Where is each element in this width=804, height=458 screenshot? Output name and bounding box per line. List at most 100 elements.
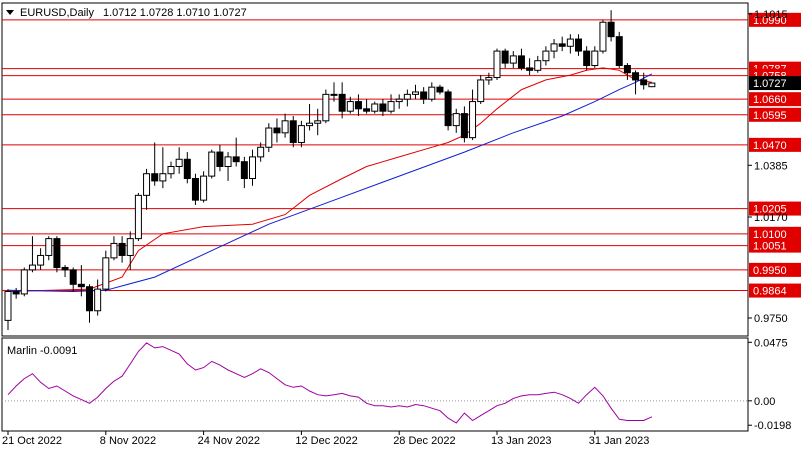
price-axis[interactable]: 1.1015 1.0385 1.0170 0.9750 1.0727 bbox=[748, 9, 801, 325]
candle-body-39 bbox=[322, 93, 330, 122]
candle-body-36 bbox=[297, 125, 305, 143]
candle-body-74 bbox=[607, 21, 615, 38]
collapse-arrow-icon[interactable] bbox=[6, 10, 14, 15]
level-tag-5 bbox=[749, 137, 801, 152]
candle-body-25 bbox=[208, 151, 216, 177]
level-label-9: 0.9950 bbox=[753, 265, 787, 277]
candle-body-24 bbox=[200, 175, 208, 201]
candle-body-51 bbox=[420, 91, 428, 100]
time-tick-label-2: 24 Nov 2022 bbox=[198, 435, 260, 447]
candle-body-58 bbox=[477, 79, 485, 103]
candle-body-6 bbox=[53, 238, 61, 268]
level-tag-3 bbox=[749, 92, 801, 107]
symbol-label: EURUSD,Daily bbox=[20, 7, 94, 19]
candle-body-48 bbox=[395, 98, 403, 103]
candle-body-4 bbox=[37, 254, 45, 266]
price-tick-label-0: 1.1015 bbox=[754, 9, 788, 21]
candle-body-5 bbox=[45, 238, 53, 256]
current-price-label: 1.0727 bbox=[753, 78, 787, 90]
candle-body-63 bbox=[517, 55, 525, 69]
candle-body-64 bbox=[526, 67, 534, 71]
level-tag-0 bbox=[749, 12, 801, 27]
candles bbox=[4, 10, 656, 330]
ma-slow-line bbox=[7, 73, 653, 293]
price-tick-label-2: 1.0170 bbox=[754, 212, 788, 224]
level-tag-8 bbox=[749, 238, 801, 253]
candle-body-41 bbox=[338, 93, 346, 112]
candle-body-29 bbox=[240, 161, 248, 180]
candle-body-53 bbox=[436, 86, 444, 93]
candle-body-56 bbox=[460, 113, 468, 139]
candle-body-75 bbox=[615, 36, 623, 67]
level-tag-7 bbox=[749, 226, 801, 241]
candle-body-40 bbox=[330, 93, 338, 96]
candle-body-19 bbox=[159, 173, 167, 182]
candle-body-54 bbox=[444, 91, 452, 127]
candle-body-37 bbox=[306, 122, 314, 127]
candle-body-7 bbox=[61, 266, 69, 271]
candle-body-57 bbox=[469, 101, 477, 139]
candle-body-65 bbox=[534, 60, 542, 71]
oscillator-panel[interactable] bbox=[1, 337, 749, 432]
ma-fast-line bbox=[7, 67, 652, 292]
level-tag-10 bbox=[749, 283, 801, 298]
level-label-3: 1.0660 bbox=[753, 94, 787, 106]
level-label-8: 1.0051 bbox=[753, 241, 787, 253]
candle-body-10 bbox=[86, 286, 93, 312]
candle-body-11 bbox=[94, 288, 102, 312]
price-tick-label-3: 0.9750 bbox=[754, 313, 788, 325]
candle-body-38 bbox=[314, 120, 322, 124]
time-tick-label-4: 28 Dec 2022 bbox=[393, 435, 455, 447]
osc-line bbox=[7, 342, 653, 424]
candle-body-27 bbox=[224, 156, 232, 167]
candle-body-78 bbox=[640, 79, 648, 86]
candle-body-22 bbox=[183, 158, 191, 180]
time-tick-label-5: 13 Jan 2023 bbox=[491, 435, 552, 447]
level-label-7: 1.0100 bbox=[753, 229, 787, 241]
level-label-10: 0.9864 bbox=[753, 286, 787, 298]
osc-tick-label-2: -0.0198 bbox=[754, 420, 791, 432]
candle-body-76 bbox=[623, 65, 631, 74]
candle-body-43 bbox=[354, 101, 362, 110]
candle-body-68 bbox=[558, 43, 566, 47]
candle-body-16 bbox=[134, 194, 142, 240]
candle-body-61 bbox=[501, 50, 509, 64]
candle-body-67 bbox=[550, 43, 558, 52]
candle-body-59 bbox=[485, 77, 493, 81]
candle-body-0 bbox=[4, 291, 12, 321]
candle-body-44 bbox=[363, 108, 371, 112]
candle-body-52 bbox=[428, 86, 436, 100]
level-tag-9 bbox=[749, 262, 801, 277]
candle-body-33 bbox=[273, 127, 281, 134]
oscillator: 0.0475 0.00 -0.0198 bbox=[2, 337, 791, 432]
candle-body-30 bbox=[249, 156, 256, 180]
time-tick-label-0: 21 Oct 2022 bbox=[2, 435, 62, 447]
osc-tick-label-0: 0.0475 bbox=[754, 337, 788, 349]
time-tick-label-3: 12 Dec 2022 bbox=[295, 435, 357, 447]
candle-body-1 bbox=[12, 291, 20, 295]
level-tag-6 bbox=[749, 201, 801, 216]
ohlc-values: 1.0712 1.0728 1.0710 1.0727 bbox=[103, 7, 247, 19]
time-axis[interactable]: 21 Oct 2022 8 Nov 2022 24 Nov 2022 12 Dec 2… bbox=[2, 431, 649, 447]
candle-body-45 bbox=[371, 103, 379, 112]
candle-body-17 bbox=[143, 173, 151, 196]
level-label-5: 1.0470 bbox=[753, 140, 787, 152]
candle-body-14 bbox=[118, 242, 126, 256]
candle-body-9 bbox=[77, 283, 85, 288]
candle-body-35 bbox=[289, 120, 297, 143]
candle-body-72 bbox=[591, 50, 599, 67]
time-tick-label-6: 31 Jan 2023 bbox=[589, 435, 650, 447]
candle-body-47 bbox=[387, 101, 395, 112]
time-tick-label-1: 8 Nov 2022 bbox=[100, 435, 156, 447]
candle-body-12 bbox=[102, 257, 110, 290]
candle-body-15 bbox=[126, 238, 134, 256]
indicator-label: Marlin -0.0091 bbox=[7, 345, 77, 357]
candle-body-42 bbox=[346, 101, 354, 112]
candle-body-13 bbox=[110, 242, 118, 259]
price-panel[interactable] bbox=[1, 2, 749, 337]
level-label-0: 1.0990 bbox=[753, 15, 787, 27]
price-tick-label-1: 1.0385 bbox=[754, 160, 788, 172]
candle-body-50 bbox=[412, 91, 419, 95]
